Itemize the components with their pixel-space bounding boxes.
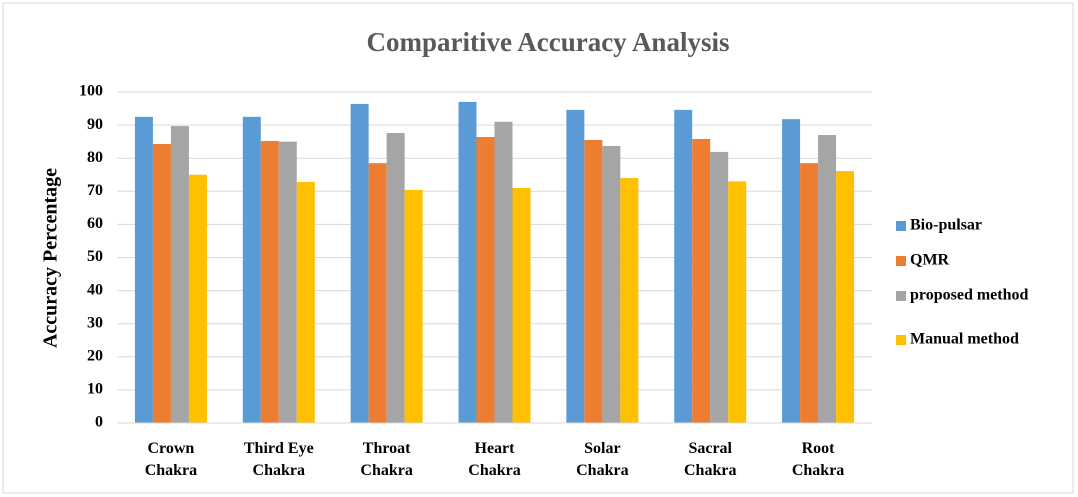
bar <box>620 178 639 423</box>
bar <box>170 126 189 423</box>
bar <box>512 187 531 423</box>
y-tick-label: 100 <box>79 83 103 100</box>
legend-label: proposed method <box>910 287 1028 304</box>
bar <box>278 141 297 423</box>
bar <box>782 119 801 423</box>
bar <box>692 139 711 423</box>
x-tick-label: Heart Chakra <box>468 440 520 479</box>
bar <box>800 163 819 424</box>
bar <box>296 182 315 423</box>
bar <box>350 103 369 423</box>
chart-title: Comparitive Accuracy Analysis <box>367 27 730 57</box>
y-tick-label: 50 <box>87 248 103 265</box>
bar <box>152 143 171 424</box>
legend-label: QMR <box>910 252 950 269</box>
bar <box>584 139 603 423</box>
bar <box>818 135 837 423</box>
y-tick-label: 10 <box>87 381 103 398</box>
y-tick-label: 70 <box>87 182 103 199</box>
bar <box>134 116 153 423</box>
bar <box>188 174 207 423</box>
bar <box>260 140 279 423</box>
y-tick-label: 30 <box>87 314 103 331</box>
bar <box>728 181 747 423</box>
bar <box>494 121 513 423</box>
y-tick-label: 20 <box>87 347 103 364</box>
bar <box>458 101 477 424</box>
y-tick-label: 40 <box>87 281 103 298</box>
x-tick-label: Sacral Chakra <box>684 440 736 479</box>
x-tick-label: Crown Chakra <box>145 440 197 479</box>
x-tick-label: Solar Chakra <box>576 440 628 479</box>
x-tick-label: Root Chakra <box>792 440 844 479</box>
legend-label: Bio-pulsar <box>910 217 982 234</box>
x-tick-label: Throat Chakra <box>360 440 412 479</box>
y-tick-label: 0 <box>95 414 103 431</box>
y-axis-label: Accuracy Percentage <box>40 168 62 348</box>
legend-swatch <box>896 335 906 345</box>
x-tick-label: Third Eye Chakra <box>244 440 314 479</box>
bar <box>710 151 729 423</box>
y-tick-label: 80 <box>87 149 103 166</box>
bar <box>404 189 423 423</box>
bar <box>386 133 405 423</box>
bar <box>476 137 495 424</box>
y-tick-label: 60 <box>87 215 103 232</box>
bar <box>602 145 621 423</box>
bar <box>836 171 855 423</box>
bar <box>566 109 585 424</box>
bar <box>242 116 261 423</box>
bar <box>674 109 693 424</box>
legend-swatch <box>896 221 906 231</box>
legend-swatch <box>896 291 906 301</box>
legend-swatch <box>896 256 906 266</box>
y-tick-label: 90 <box>87 116 103 133</box>
legend-label: Manual method <box>910 331 1019 348</box>
bar <box>368 163 387 424</box>
